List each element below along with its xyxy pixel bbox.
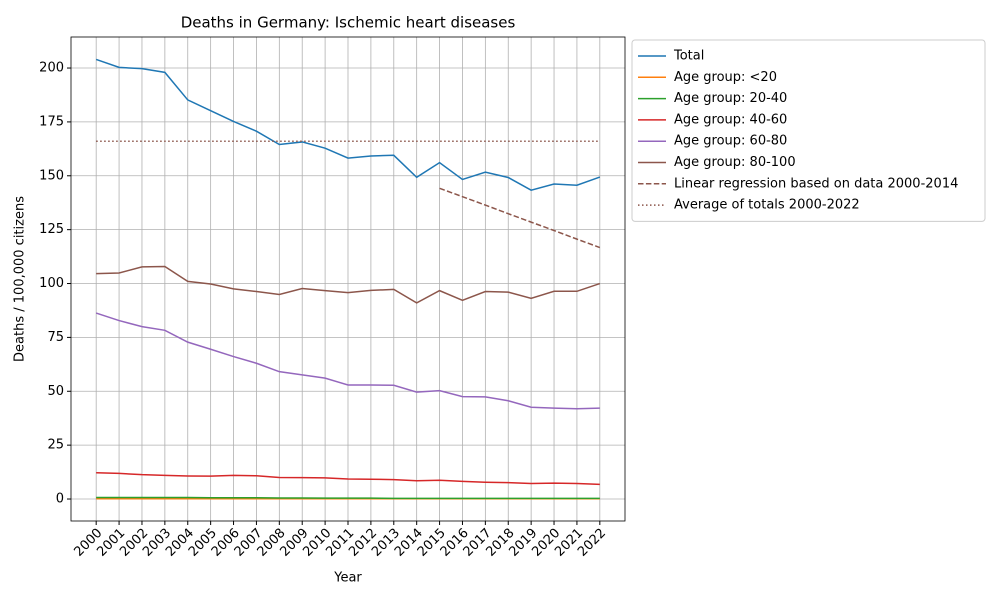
data-line <box>96 471 600 486</box>
y-tick-label: 50 <box>47 384 64 399</box>
y-tick-label: 200 <box>39 61 64 76</box>
legend-label: Average of totals 2000-2022 <box>674 198 860 213</box>
y-axis-label: Deaths / 100,000 citizens <box>13 196 28 362</box>
plot-frame <box>70 36 626 522</box>
legend-label: Age group: 80-100 <box>674 155 796 170</box>
y-tick-label: 0 <box>56 492 64 507</box>
y-tick-label: 25 <box>47 438 64 453</box>
y-tick-label: 100 <box>39 276 64 291</box>
data-line <box>95 58 601 192</box>
x-axis-label: Year <box>333 571 362 586</box>
y-tick-label: 150 <box>39 168 64 183</box>
legend-label: Age group: 60-80 <box>674 134 787 149</box>
data-line <box>96 496 600 500</box>
data-line <box>95 312 600 410</box>
legend-label: Linear regression based on data 2000-201… <box>674 176 958 191</box>
chart-title: Deaths in Germany: Ischemic heart diseas… <box>181 14 516 32</box>
legend-label: Age group: 20-40 <box>674 91 787 106</box>
data-line <box>96 265 601 304</box>
legend-label: Age group: <20 <box>674 70 777 85</box>
y-tick-label: 125 <box>39 222 64 237</box>
y-tick-label: 75 <box>47 330 64 345</box>
legend-box <box>631 39 986 222</box>
data-line <box>439 187 601 249</box>
y-tick-label: 175 <box>39 114 64 129</box>
legend-label: Age group: 40-60 <box>674 112 787 127</box>
legend-label: Total <box>673 49 704 64</box>
